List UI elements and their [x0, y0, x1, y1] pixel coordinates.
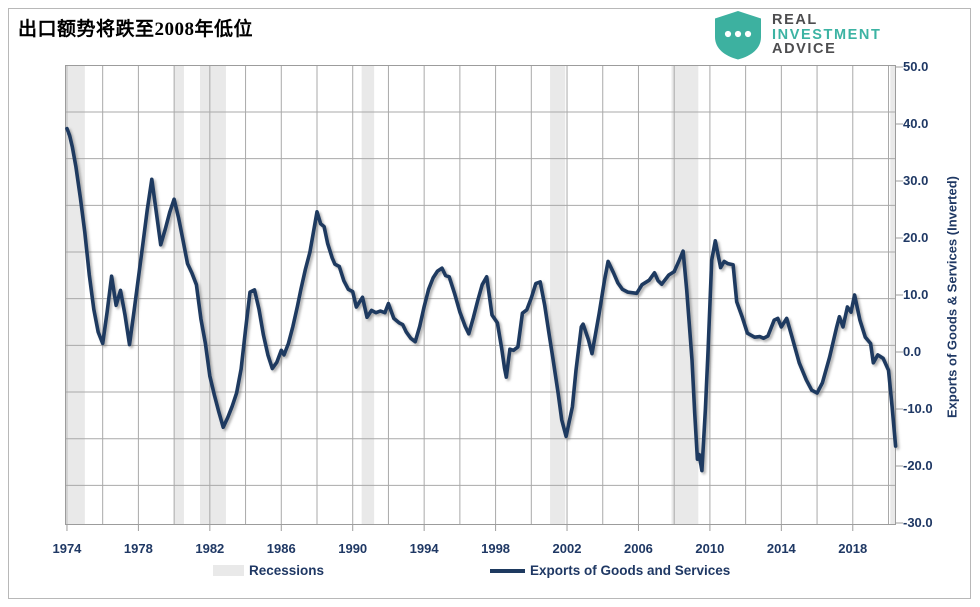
line-swatch-icon	[490, 568, 525, 573]
y-tick-label: -30.0	[903, 515, 933, 530]
recession-band	[361, 65, 375, 525]
x-tick-label: 1974	[52, 541, 82, 556]
recession-band	[550, 65, 566, 525]
recession-band	[174, 65, 184, 525]
y-tick-label: 20.0	[903, 229, 929, 245]
y-tick-label: 10.0	[903, 287, 929, 302]
y-tick-label: 40.0	[903, 115, 929, 131]
shield-icon	[715, 11, 761, 60]
y-tick-label: 0.0	[903, 344, 922, 359]
recession-band	[890, 65, 896, 525]
x-tick-label: 2010	[695, 541, 725, 556]
real-investment-advice-logo: REAL INVESTMENT ADVICE	[713, 10, 881, 60]
legend-recessions-label: Recessions	[249, 563, 325, 578]
x-tick-label: 2002	[552, 541, 582, 556]
x-tick-label: 1978	[123, 541, 153, 556]
x-tick-label: 1990	[338, 541, 368, 556]
y-tick-label: 50.0	[903, 58, 929, 74]
logo-line-real: REAL	[772, 12, 818, 29]
recession-band	[67, 65, 85, 525]
x-tick-label: 1982	[195, 541, 225, 556]
legend-item-recessions: Recessions	[213, 563, 324, 578]
legend-item-exports: Exports of Goods and Services	[490, 563, 730, 578]
x-tick-label: 2018	[838, 541, 868, 556]
y-tick-label: -20.0	[903, 458, 933, 473]
x-tick-label: 2014	[766, 541, 796, 556]
x-tick-label: 1986	[266, 541, 296, 556]
x-tick-label: 1994	[409, 541, 439, 556]
x-tick-label: 1998	[481, 541, 511, 556]
recession-swatch-icon	[213, 565, 244, 576]
plot-area	[65, 65, 903, 531]
x-tick-label: 2006	[623, 541, 653, 556]
logo-text: REAL INVESTMENT ADVICE	[772, 13, 881, 57]
legend-exports-label: Exports of Goods and Services	[530, 563, 731, 578]
logo-line-advice: ADVICE	[772, 41, 837, 58]
plot-border	[65, 65, 896, 525]
exports-line	[65, 126, 898, 473]
recession-band	[671, 65, 699, 525]
chart-svg	[65, 65, 903, 531]
y-tick-label: -10.0	[903, 401, 933, 416]
y-tick-label: 30.0	[903, 172, 929, 188]
y-axis-title: Exports of Goods & Services (Inverted)	[944, 175, 960, 419]
logo-line-investment: INVESTMENT	[772, 26, 882, 43]
chart-title: 出口额势将跌至2008年低位	[18, 19, 254, 40]
recession-band	[200, 65, 226, 525]
